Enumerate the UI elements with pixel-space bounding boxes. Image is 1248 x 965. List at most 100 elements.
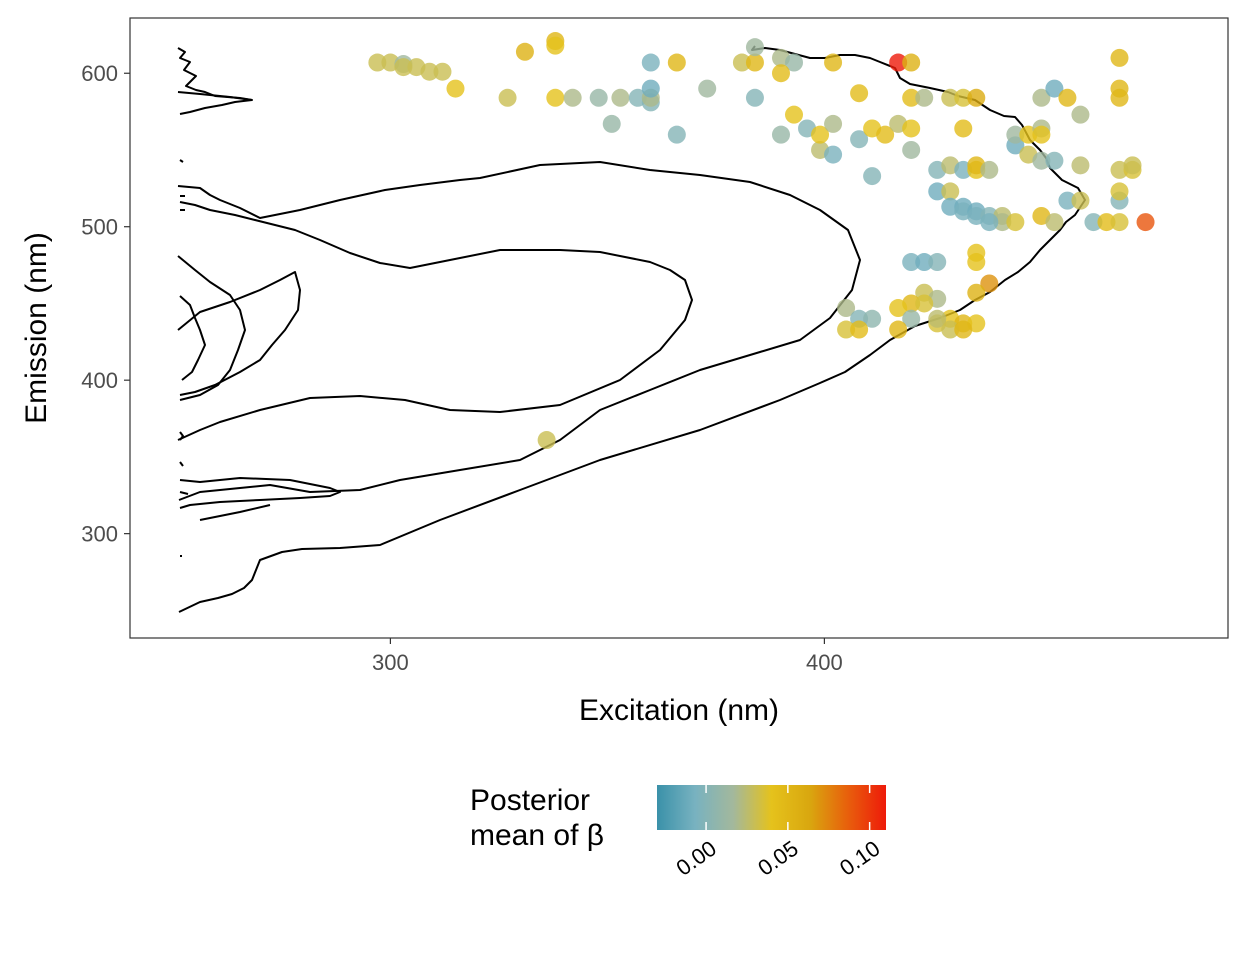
legend-tick-label: 0.05 (753, 836, 802, 881)
data-point (1058, 191, 1077, 210)
contour-fragment-4 (179, 431, 184, 441)
data-point (980, 160, 999, 179)
data-point (850, 84, 869, 103)
contour-fragment-1 (179, 159, 184, 163)
data-point (546, 36, 565, 55)
data-point (863, 309, 882, 328)
data-point (1071, 156, 1090, 175)
data-point (967, 253, 986, 272)
legend-colorbar (657, 785, 886, 830)
data-point (589, 88, 608, 107)
data-point (1032, 151, 1051, 170)
data-point (771, 64, 790, 83)
data-point (667, 125, 686, 144)
data-point (941, 320, 960, 339)
data-point (1032, 88, 1051, 107)
data-point (515, 42, 534, 61)
data-point (1006, 125, 1025, 144)
data-point (537, 431, 556, 450)
data-point (928, 309, 947, 328)
data-point (824, 145, 843, 164)
data-point (902, 140, 921, 159)
data-point (368, 53, 387, 72)
data-point (602, 114, 621, 133)
data-point (837, 320, 856, 339)
data-point (980, 274, 999, 293)
data-point (889, 53, 908, 72)
data-point (1071, 105, 1090, 124)
data-point (954, 320, 973, 339)
data-point (1123, 156, 1142, 175)
data-point (394, 58, 413, 77)
data-point (902, 253, 921, 272)
contour-bottom-1 (179, 477, 341, 509)
density-contours (177, 45, 1086, 613)
data-point (420, 62, 439, 81)
data-point (745, 88, 764, 107)
contour-top-2 (177, 91, 253, 101)
data-point (745, 53, 764, 72)
data-point (902, 88, 921, 107)
data-point (941, 88, 960, 107)
data-point (698, 79, 717, 98)
data-point (967, 88, 986, 107)
y-tick-label: 600 (81, 61, 118, 86)
contour-ring-3b (177, 201, 693, 441)
data-point (563, 88, 582, 107)
data-point (954, 119, 973, 138)
data-point (967, 283, 986, 302)
data-point (1110, 48, 1129, 67)
data-point (745, 38, 764, 57)
data-point (498, 88, 517, 107)
contour-top-1 (177, 47, 253, 115)
data-point (941, 182, 960, 201)
legend-tick-label: 0.10 (835, 836, 884, 881)
data-points (368, 32, 1155, 450)
data-point (928, 182, 947, 201)
x-axis: 300 400 (372, 638, 843, 675)
y-tick-label: 300 (81, 522, 118, 547)
y-tick-label: 500 (81, 215, 118, 240)
data-point (1006, 213, 1025, 232)
data-point (1084, 213, 1103, 232)
data-point (902, 119, 921, 138)
contour-ring-3 (177, 161, 861, 501)
data-point (1110, 88, 1129, 107)
data-point (863, 167, 882, 186)
data-point (915, 294, 934, 313)
data-point (732, 53, 751, 72)
data-point (850, 130, 869, 149)
legend-title-line-1: Posterior (470, 784, 590, 817)
data-point (954, 88, 973, 107)
data-point (1071, 191, 1090, 210)
legend-tick-label: 0.00 (672, 836, 721, 881)
legend: Posterior mean of β 0.00 0.05 0.10 (470, 784, 886, 881)
data-point (915, 253, 934, 272)
data-point (1032, 125, 1051, 144)
data-point (915, 88, 934, 107)
data-point (824, 114, 843, 133)
data-point (993, 213, 1012, 232)
contour-ring-2 (177, 255, 246, 401)
data-point (546, 88, 565, 107)
data-point (889, 320, 908, 339)
data-point (771, 125, 790, 144)
contour-fragment-6 (179, 491, 189, 495)
data-point (902, 53, 921, 72)
data-point (876, 125, 895, 144)
data-point (811, 125, 830, 144)
y-axis: 300 400 500 600 (81, 61, 130, 547)
data-point (1097, 213, 1116, 232)
data-point (1110, 182, 1129, 201)
contour-bottom-2 (199, 504, 271, 521)
data-point (1058, 88, 1077, 107)
data-point (850, 320, 869, 339)
x-tick-label: 300 (372, 650, 409, 675)
contour-outer (178, 45, 1086, 613)
data-point (785, 105, 804, 124)
legend-title-line-2: mean of β (470, 819, 604, 852)
data-point (433, 62, 452, 81)
contour-ring-2b (177, 271, 301, 396)
data-point (1045, 79, 1064, 98)
